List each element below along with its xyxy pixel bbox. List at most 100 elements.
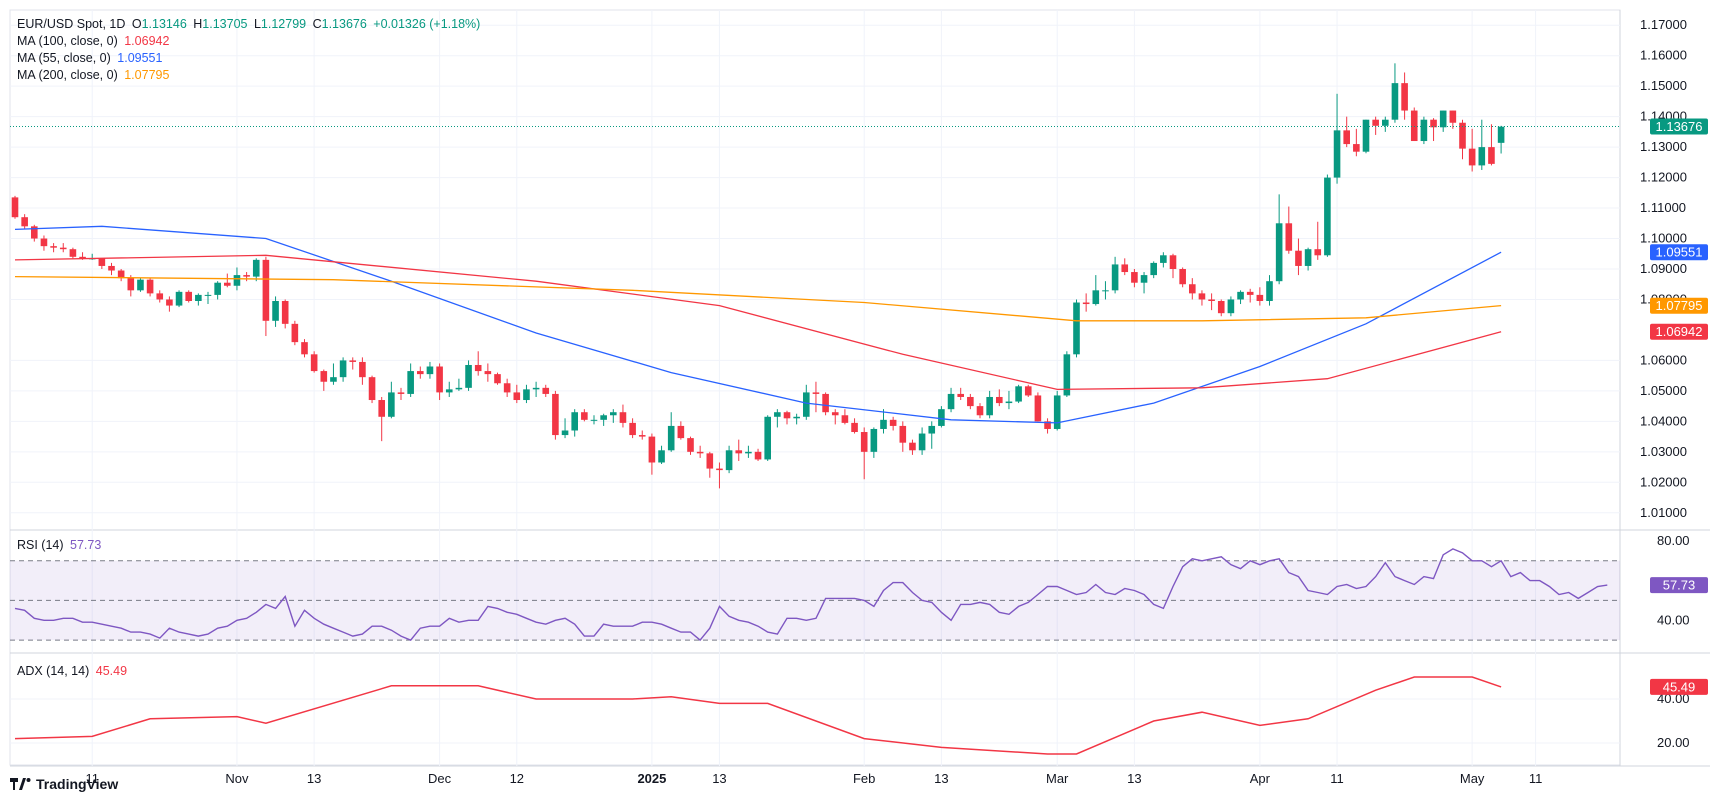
adx-legend[interactable]: ADX (14, 14) 45.49 [17,663,130,680]
candle-body [696,451,704,454]
candle-body [224,282,231,286]
candle-body [552,393,559,436]
candle-body [793,416,800,419]
candle-body [629,422,636,436]
candle-body [1275,223,1283,282]
candle-body [1189,284,1196,294]
candle-body [98,258,106,266]
rsi-legend[interactable]: RSI (14) 57.73 [17,537,104,554]
price-tick-label: 1.12000 [1640,170,1687,185]
candle-body [831,412,839,416]
candle-body [465,364,472,388]
time-tick-label: 11 [1330,771,1344,786]
time-tick-label: 13 [307,771,321,786]
adx-label: ADX (14, 14) [17,664,90,678]
ma100-label: MA (100, close, 0) [17,34,118,48]
candle-body [117,270,125,279]
time-tick-label: May [1460,771,1485,786]
candle-body [262,259,270,321]
candle-body [1333,130,1341,178]
candle-body [339,360,347,378]
rsi-value: 57.73 [70,538,102,552]
candle-body [1217,300,1225,314]
candle-body [1468,148,1476,166]
time-tick-label: 13 [934,771,948,786]
candle-body [909,442,916,451]
candle-body [513,392,521,401]
candle-body [233,275,241,286]
candle-body [523,389,530,401]
candle-body [745,451,752,454]
candle-body [156,293,164,300]
price-badge-label: 1.13676 [1656,119,1703,134]
candle-body [860,432,868,452]
candle-body [31,226,38,239]
candle-body [677,425,685,439]
candle-body [638,435,646,437]
candle-body [484,371,492,375]
candle-body [976,406,984,416]
candle-body [889,419,897,426]
candle-body [175,291,183,306]
price-tick-label: 1.13000 [1640,139,1687,154]
candle-body [986,396,993,416]
ma200-label: MA (200, close, 0) [17,68,118,82]
change-value: +0.01326 (+1.18%) [373,17,481,31]
candle-body [1015,386,1022,402]
candle-body [1024,386,1032,396]
candle-body [803,392,810,417]
candle-body [1073,302,1080,355]
candle-body [918,433,926,451]
time-tick-label: 13 [1127,771,1141,786]
candle-body [735,450,743,454]
ma55-legend[interactable]: MA (55, close, 0) 1.09551 [17,50,165,67]
high-value: 1.13705 [202,17,248,31]
candle-body [1034,395,1042,422]
candle-body [127,278,135,291]
candle-body [397,392,405,394]
rsi-label: RSI (14) [17,538,64,552]
candle-body [359,361,366,378]
candle-body [1082,302,1090,305]
candle-body [996,396,1003,404]
candle-body [648,436,656,463]
candle-body [503,383,511,393]
candle-body [1111,264,1119,291]
candle-body [1295,250,1302,266]
candle-body [1121,264,1129,273]
candle-body [899,425,907,443]
candle-body [957,393,964,397]
candle-body [21,217,28,227]
candle-body [310,354,318,372]
candle-body [330,377,337,382]
candle-body [1372,119,1379,126]
candle-body [1459,122,1466,149]
candle-body [79,256,86,259]
time-tick-label: Nov [225,771,249,786]
candle-body [281,300,289,324]
candle-body [1005,401,1013,404]
ma100-legend[interactable]: MA (100, close, 0) 1.06942 [17,33,172,50]
candle-body [11,197,19,218]
candle-body [1304,249,1312,266]
open-value: 1.13146 [141,17,187,31]
candle-body [436,366,443,393]
ma200-value: 1.07795 [124,68,170,82]
candle-body [349,360,357,362]
candle-body [1382,119,1389,126]
candle-body [928,425,936,434]
tradingview-logo[interactable]: TradingView [10,776,118,792]
time-tick-label: 11 [1529,771,1543,786]
candle-body [40,238,48,247]
candle-body [812,392,820,394]
adx-tick-label: 20.00 [1657,735,1690,750]
ma55-label: MA (55, close, 0) [17,51,111,65]
adx-value: 45.49 [95,664,128,678]
candle-body [1102,290,1109,292]
ma200-legend[interactable]: MA (200, close, 0) 1.07795 [17,67,172,84]
candle-body [947,393,955,410]
candle-body [687,438,694,452]
candle-body [185,291,192,301]
close-value: 1.13676 [321,17,367,31]
